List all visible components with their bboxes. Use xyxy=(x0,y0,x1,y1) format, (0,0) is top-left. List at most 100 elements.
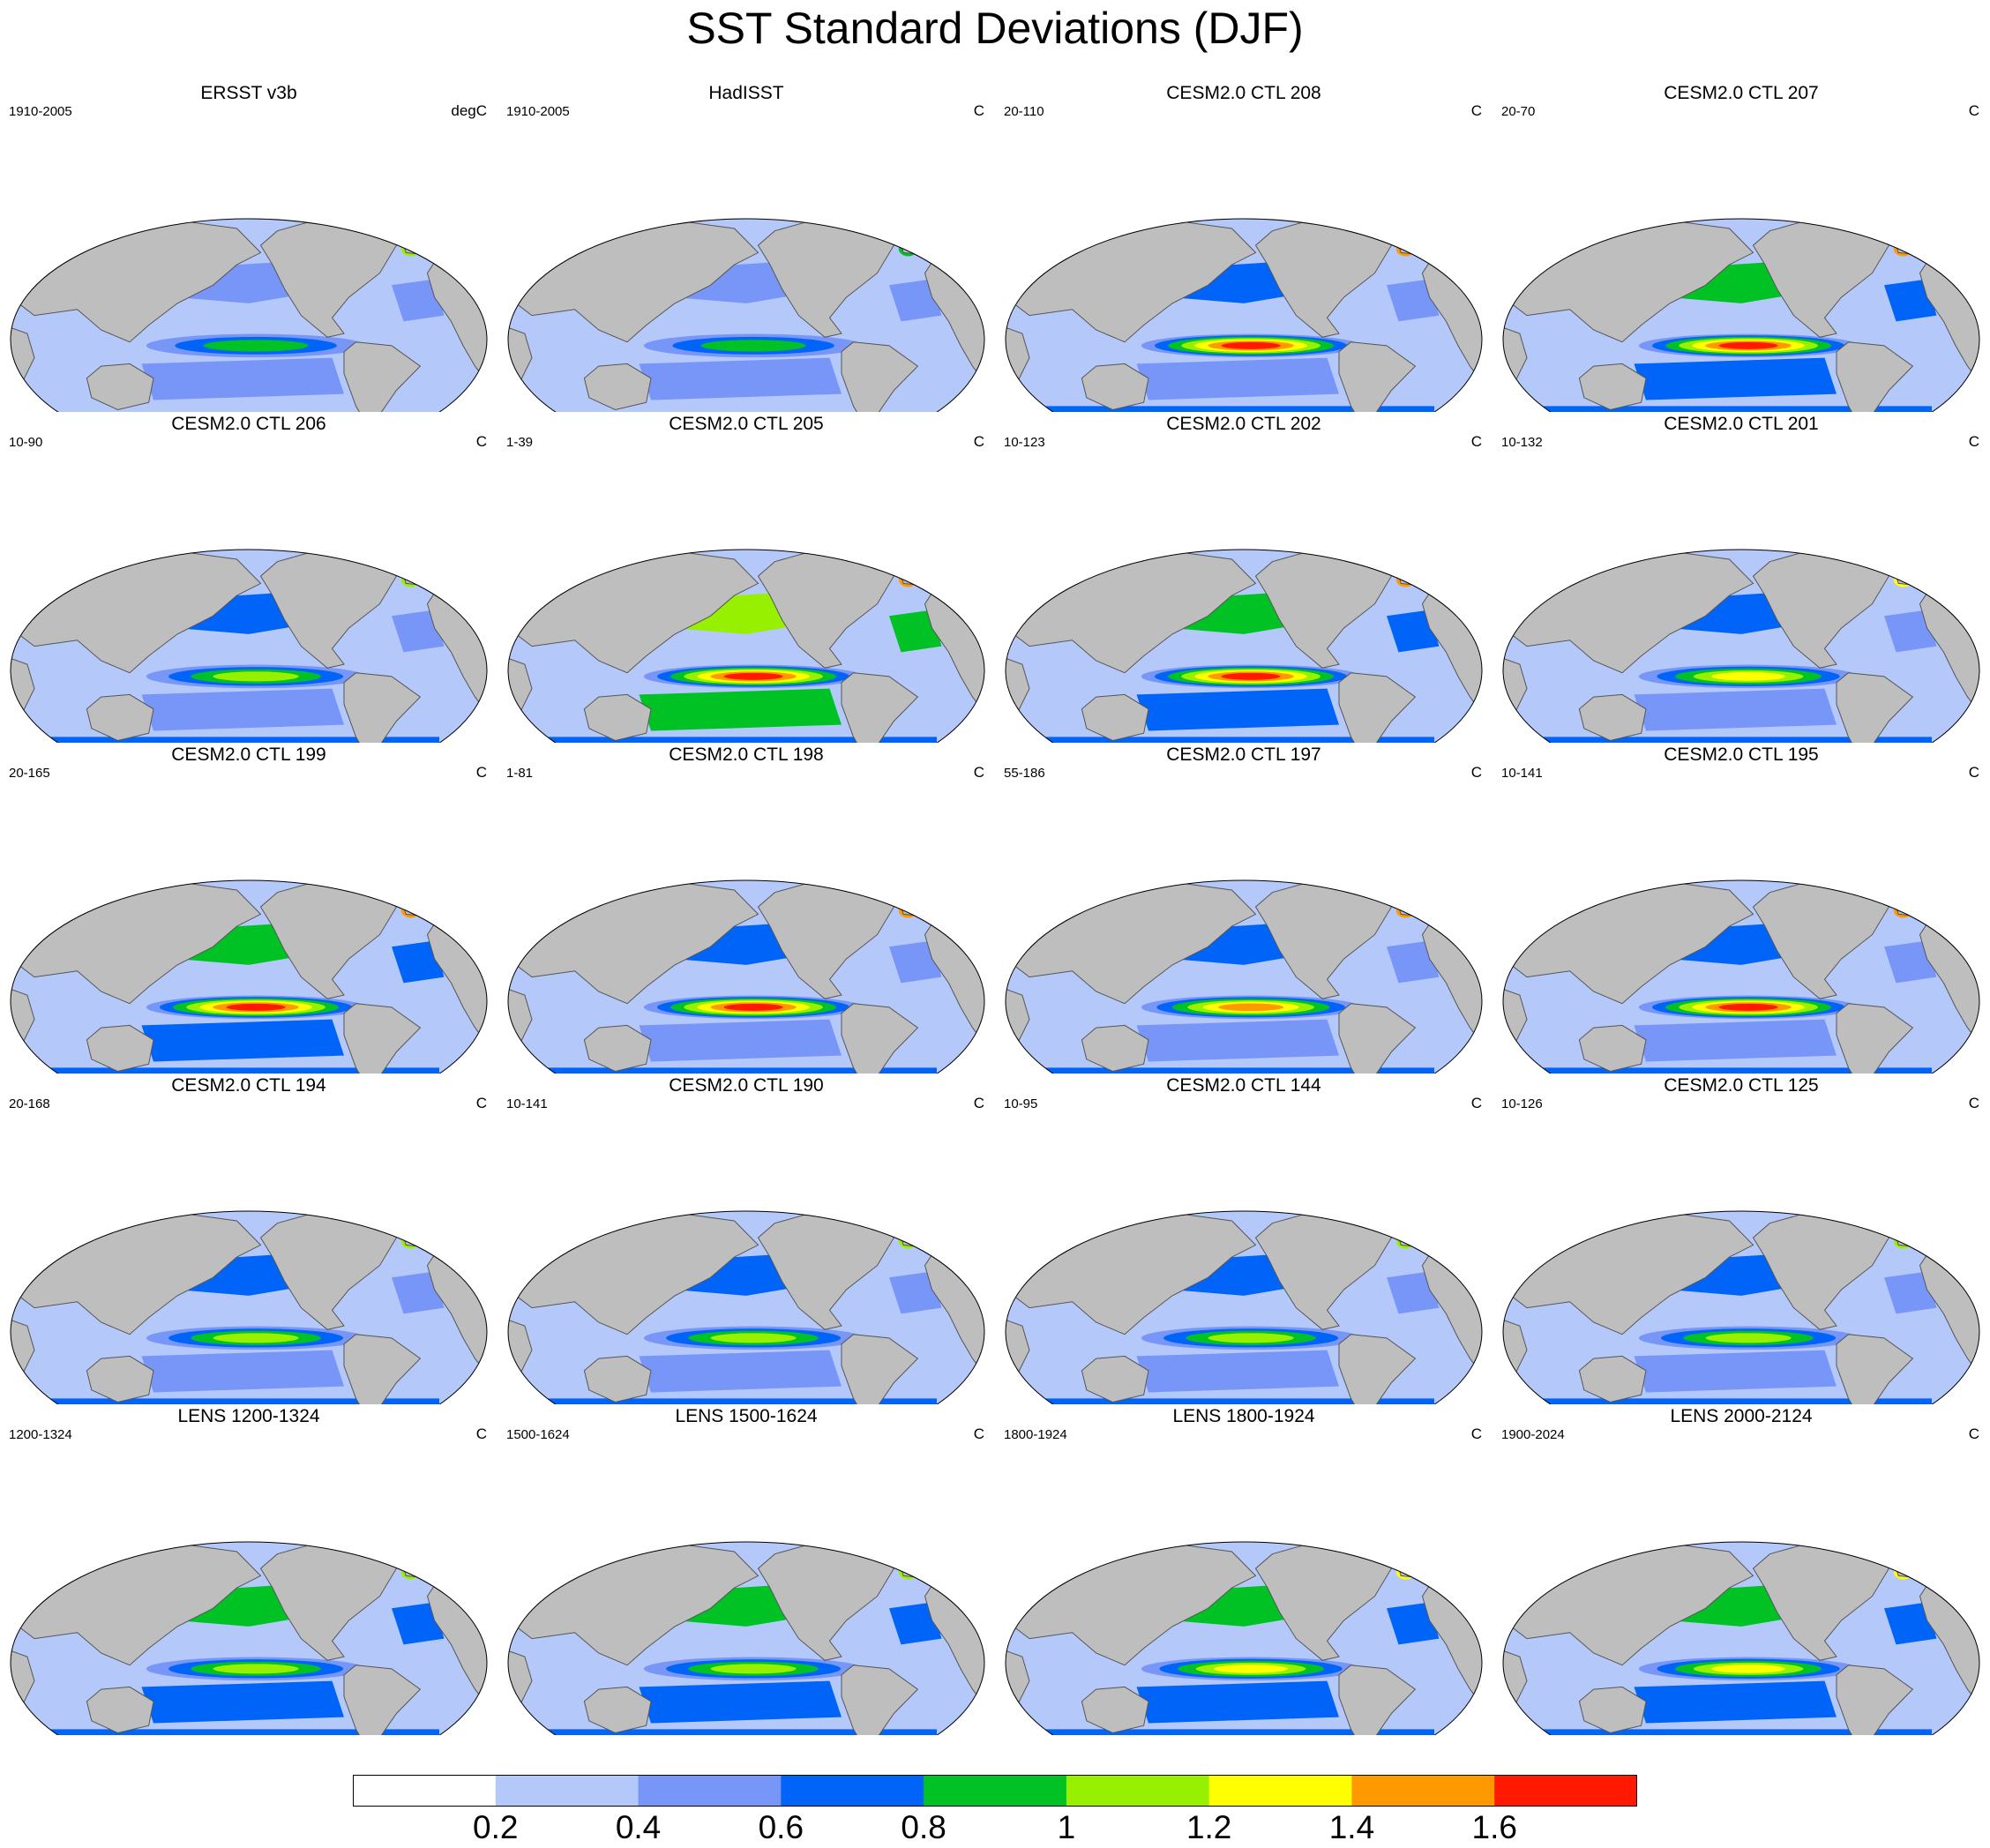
enso-contour xyxy=(710,1333,797,1343)
panel-title: CESM2.0 CTL 208 xyxy=(1166,83,1321,103)
panel-units: C xyxy=(1470,764,1482,781)
panel-period: 10-123 xyxy=(1004,435,1045,450)
panel-period: 55-186 xyxy=(1004,766,1045,781)
panel-title: CESM2.0 CTL 197 xyxy=(1166,744,1321,765)
enso-contour xyxy=(700,340,806,352)
land xyxy=(1836,341,1914,412)
enso-contour xyxy=(213,671,299,682)
panel-units: C xyxy=(973,433,984,450)
land xyxy=(841,341,919,412)
colorbar-tick-label: 0.4 xyxy=(615,1809,662,1845)
north-atlantic-region xyxy=(1387,610,1440,653)
south-pacific-region xyxy=(1136,1350,1339,1393)
north-atlantic-region xyxy=(392,610,445,653)
map-globe xyxy=(1502,549,1980,743)
south-pacific-region xyxy=(1634,1680,1837,1724)
panel-title: ERSST v3b xyxy=(200,83,297,103)
globe-outline xyxy=(1502,549,1980,743)
land xyxy=(1578,693,1647,742)
map-panel: LENS 1500-1624 1500-1624 C xyxy=(498,1404,995,1735)
panel-period: 1-39 xyxy=(506,435,534,450)
panel-units: C xyxy=(475,1425,487,1442)
south-pacific-region xyxy=(1136,1019,1339,1062)
panel-title: LENS 1800-1924 xyxy=(1172,1406,1315,1426)
panel-period: 20-70 xyxy=(1501,104,1536,119)
map-globe xyxy=(507,218,985,412)
colorbar-segment xyxy=(495,1775,640,1807)
south-pacific-region xyxy=(639,1350,842,1393)
land xyxy=(343,672,422,743)
figure-title: SST Standard Deviations (DJF) xyxy=(686,4,1304,53)
panel-units: C xyxy=(1470,102,1482,119)
land xyxy=(343,341,422,412)
colorbar-segment xyxy=(781,1775,924,1807)
panel-period: 1910-2005 xyxy=(9,104,72,119)
enso-contour xyxy=(1221,672,1281,680)
north-atlantic-region xyxy=(889,940,942,984)
map-panel: CESM2.0 CTL 205 1-39 C xyxy=(498,412,995,743)
land xyxy=(583,363,652,411)
north-atlantic-region xyxy=(889,1602,942,1645)
panel-units: C xyxy=(475,1095,487,1111)
colorbar-tick-label: 1.4 xyxy=(1328,1809,1375,1845)
south-pacific-region xyxy=(1634,688,1837,731)
globe-outline xyxy=(1502,1210,1980,1404)
globe-outline xyxy=(1502,879,1980,1074)
south-pacific-region xyxy=(1136,357,1339,400)
panel-period: 1900-2024 xyxy=(1501,1427,1565,1442)
land xyxy=(1836,1665,1914,1735)
north-atlantic-region xyxy=(392,1271,445,1314)
colorbar-segment xyxy=(1351,1775,1495,1807)
colorbar-tick-label: 1 xyxy=(1057,1809,1076,1845)
panel-title: HadISST xyxy=(708,83,784,103)
land xyxy=(841,1334,919,1404)
map-globe xyxy=(10,1541,488,1735)
colorbar-tick-label: 0.8 xyxy=(901,1809,946,1845)
map-globe xyxy=(507,1541,985,1735)
colorbar-tick-label: 0.2 xyxy=(473,1809,519,1845)
land xyxy=(343,1665,422,1735)
panel-units: C xyxy=(1968,1425,1979,1442)
enso-contour xyxy=(1711,672,1785,681)
map-globe xyxy=(10,879,488,1074)
colorbar-segment xyxy=(1494,1775,1637,1807)
panel-units: C xyxy=(1470,433,1482,450)
map-globe xyxy=(507,1210,985,1404)
land xyxy=(343,1003,422,1074)
globe-outline xyxy=(1005,218,1483,412)
panel-title: CESM2.0 CTL 207 xyxy=(1664,83,1819,103)
north-atlantic-region xyxy=(1884,610,1937,653)
colorbar-labels: 0.2 0.4 0.6 0.8 1 1.2 1.4 1.6 xyxy=(0,1810,1990,1845)
land xyxy=(1081,1686,1149,1734)
colorbar-segment xyxy=(353,1775,497,1807)
panel-period: 20-168 xyxy=(9,1096,50,1111)
land xyxy=(1578,1024,1647,1073)
globe-outline xyxy=(10,1210,488,1404)
south-pacific-region xyxy=(1634,1350,1837,1393)
colorbar-segment xyxy=(638,1775,782,1807)
north-atlantic-region xyxy=(1884,279,1937,322)
map-globe xyxy=(1502,1541,1980,1735)
panel-units: C xyxy=(973,1095,984,1111)
panel-title: CESM2.0 CTL 194 xyxy=(171,1075,326,1096)
south-pacific-region xyxy=(639,357,842,400)
enso-contour xyxy=(1718,1003,1778,1011)
land xyxy=(86,1024,154,1073)
panel-title: CESM2.0 CTL 201 xyxy=(1664,414,1819,434)
south-pacific-region xyxy=(141,357,344,400)
enso-contour xyxy=(213,1664,299,1674)
globe-outline xyxy=(507,218,985,412)
panel-period: 10-95 xyxy=(1004,1096,1038,1111)
map-panel: CESM2.0 CTL 197 55-186 C xyxy=(995,743,1492,1074)
land xyxy=(583,693,652,742)
land xyxy=(1081,1355,1149,1403)
panel-period: 1200-1324 xyxy=(9,1427,72,1442)
land xyxy=(1338,1665,1417,1735)
panel-period: 1800-1924 xyxy=(1004,1427,1067,1442)
enso-contour xyxy=(723,1003,783,1011)
panel-units: C xyxy=(973,102,984,119)
map-panel: CESM2.0 CTL 202 10-123 C xyxy=(995,412,1492,743)
panel-title: CESM2.0 CTL 198 xyxy=(669,744,824,765)
panel-title: LENS 2000-2124 xyxy=(1670,1406,1813,1426)
north-atlantic-region xyxy=(1387,1602,1440,1645)
